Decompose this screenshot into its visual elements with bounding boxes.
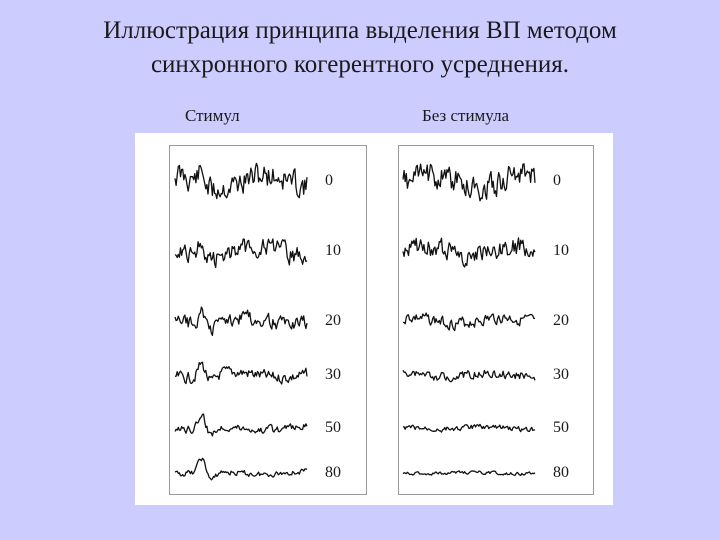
no-stimulus-panel-frame — [398, 145, 594, 495]
no-stimulus-repetition-label: 10 — [551, 242, 571, 260]
no-stimulus-trace-30 — [402, 369, 536, 383]
stimulus-trace-line-10 — [174, 238, 308, 269]
no-stimulus-trace-line-20 — [402, 312, 536, 332]
stimulus-repetition-label: 20 — [323, 312, 343, 330]
no-stimulus-trace-10 — [402, 237, 536, 268]
stimulus-repetition-label: 50 — [323, 419, 343, 437]
stimulus-trace-10 — [174, 238, 308, 269]
stimulus-repetition-label: 30 — [323, 366, 343, 384]
stimulus-trace-line-20 — [174, 306, 308, 337]
no-stimulus-trace-line-0 — [402, 163, 536, 202]
no-stimulus-trace-line-30 — [402, 369, 536, 383]
stimulus-repetition-label: 0 — [323, 172, 335, 190]
column-header-stimulus: Стимул — [185, 106, 240, 125]
no-stimulus-trace-line-50 — [402, 423, 536, 433]
no-stimulus-trace-0 — [402, 163, 536, 202]
stimulus-panel-frame — [169, 145, 367, 495]
stimulus-trace-line-80 — [174, 457, 308, 481]
stimulus-trace-20 — [174, 306, 308, 337]
no-stimulus-repetition-label: 30 — [551, 366, 571, 384]
stimulus-trace-line-50 — [174, 413, 308, 437]
stimulus-trace-line-30 — [174, 361, 308, 385]
no-stimulus-repetition-label: 80 — [551, 464, 571, 482]
no-stimulus-trace-50 — [402, 423, 536, 433]
column-header-no-stimulus: Без стимула — [422, 106, 510, 125]
stimulus-repetition-label: 80 — [323, 464, 343, 482]
stimulus-trace-80 — [174, 457, 308, 481]
waveform-figure: 0 0 10 10 20 20 30 30 50 50 80 80 — [135, 133, 613, 505]
no-stimulus-repetition-label: 20 — [551, 312, 571, 330]
slide-title: Иллюстрация принципа выделения ВП методо… — [0, 14, 720, 82]
stimulus-trace-50 — [174, 413, 308, 437]
no-stimulus-repetition-label: 0 — [551, 172, 563, 190]
title-line-1: Иллюстрация принципа выделения ВП методо… — [103, 17, 617, 44]
stimulus-trace-line-0 — [174, 162, 308, 200]
no-stimulus-trace-line-10 — [402, 237, 536, 268]
stimulus-trace-30 — [174, 361, 308, 385]
title-line-2: синхронного когерентного усреднения. — [150, 51, 570, 78]
no-stimulus-repetition-label: 50 — [551, 419, 571, 437]
stimulus-repetition-label: 10 — [323, 242, 343, 260]
no-stimulus-trace-20 — [402, 312, 536, 332]
no-stimulus-trace-80 — [402, 470, 536, 477]
stimulus-trace-0 — [174, 162, 308, 200]
no-stimulus-trace-line-80 — [402, 470, 536, 477]
